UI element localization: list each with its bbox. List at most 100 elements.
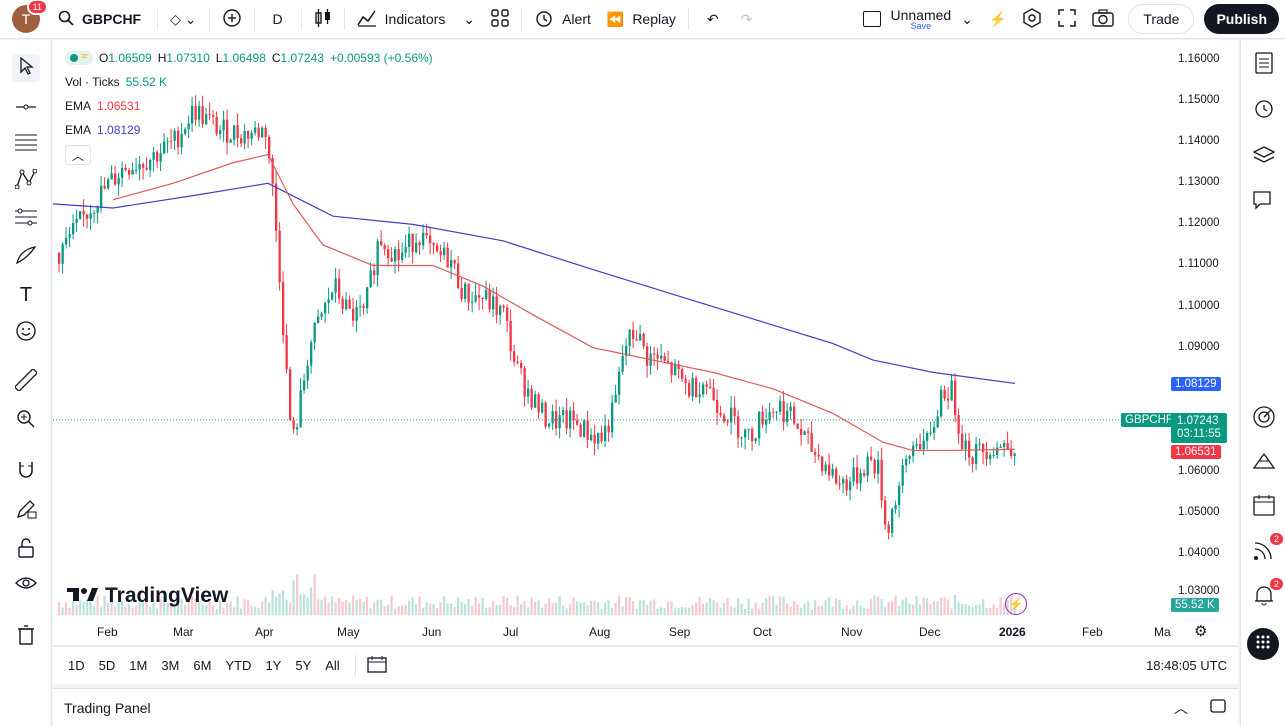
trade-button[interactable]: Trade	[1128, 4, 1195, 34]
candle-body	[506, 307, 509, 321]
favorites-button[interactable]: ◇ ⌄	[162, 0, 204, 39]
volume-bar	[114, 606, 117, 615]
publish-button[interactable]: Publish	[1204, 4, 1279, 34]
ema-fast-value: 1.06531	[97, 99, 141, 113]
layout-select[interactable]: Unnamed Save ⌄	[855, 0, 981, 39]
flash-icon[interactable]: ⚡	[1005, 593, 1027, 615]
ideas-stream-button[interactable]	[1249, 448, 1279, 478]
range-button-1m[interactable]: 1M	[129, 658, 148, 673]
range-button-1y[interactable]: 1Y	[265, 658, 282, 673]
date-range-button[interactable]	[360, 655, 394, 676]
volume-bar	[898, 605, 901, 615]
streams-button[interactable]: 2	[1249, 533, 1283, 567]
volume-bar	[565, 608, 568, 615]
trading-panel-tab[interactable]: Trading Panel	[64, 699, 151, 716]
alert-button[interactable]: Alert	[526, 0, 599, 39]
range-button-1d[interactable]: 1D	[68, 658, 85, 673]
range-button-all[interactable]: All	[325, 658, 340, 673]
tradingview-watermark[interactable]: TradingView	[67, 584, 228, 608]
candle-body	[61, 244, 64, 264]
candle-body	[121, 167, 124, 178]
candle-body	[390, 258, 393, 262]
range-button-3m[interactable]: 3M	[161, 658, 180, 673]
compare-button[interactable]	[214, 0, 250, 39]
pattern-tool[interactable]	[12, 167, 40, 195]
candle-body	[138, 164, 141, 170]
price-chart-canvas[interactable]	[53, 40, 1238, 645]
candle-body	[446, 247, 449, 268]
object-tree-button[interactable]	[1249, 142, 1279, 172]
stay-drawing-tool[interactable]	[12, 497, 40, 525]
volume-bar	[236, 596, 239, 615]
alerts-panel-button[interactable]	[1249, 95, 1279, 125]
chart-type-button[interactable]	[306, 0, 340, 39]
lock-drawings-tool[interactable]	[12, 536, 40, 564]
settings-button[interactable]	[1014, 0, 1050, 39]
emoji-tool[interactable]	[12, 319, 40, 347]
volume-bar	[352, 595, 355, 615]
volume-legend[interactable]: Vol · Ticks 55.52 K	[65, 75, 167, 89]
chart-pane[interactable]: ≈ O1.06509 H1.07310 L1.06498 C1.07243 +0…	[53, 40, 1238, 645]
zoom-tool[interactable]	[12, 407, 40, 435]
range-button-5d[interactable]: 5D	[98, 658, 116, 673]
candle-body	[492, 296, 495, 310]
maximize-icon[interactable]	[1210, 699, 1226, 716]
axis-settings-icon[interactable]: ⚙	[1194, 623, 1208, 640]
remove-drawings-tool[interactable]	[12, 623, 40, 651]
quick-search-button[interactable]: ⚡	[981, 0, 1014, 39]
range-button-5y[interactable]: 5Y	[295, 658, 312, 673]
watchlist-button[interactable]	[1249, 50, 1279, 80]
utc-clock[interactable]: 18:48:05 UTC	[1146, 658, 1227, 673]
fullscreen-button[interactable]	[1050, 0, 1084, 39]
candle-body	[726, 421, 729, 423]
brush-tool[interactable]	[12, 243, 40, 271]
magnet-tool[interactable]	[12, 458, 40, 486]
ohlc-high: H1.07310	[157, 51, 210, 65]
time-axis-label: Jun	[422, 625, 442, 639]
interval-button[interactable]: D	[259, 0, 297, 39]
ruler-tool[interactable]	[12, 367, 40, 396]
replay-button[interactable]: ⏪ Replay	[599, 0, 684, 39]
ema-slow-legend[interactable]: EMA 1.08129	[65, 123, 140, 137]
redo-button[interactable]: ↷	[733, 0, 761, 39]
volume-bar	[306, 597, 309, 615]
candle-body	[821, 456, 824, 472]
volume-bar	[278, 593, 281, 615]
volume-bar	[950, 608, 953, 615]
collapse-legend-button[interactable]: ︿	[65, 145, 91, 165]
dots-grid-icon	[1255, 634, 1271, 655]
symbol-search[interactable]: GBPCHF	[46, 10, 153, 29]
candle-body	[761, 411, 764, 425]
notification-badge: 11	[26, 0, 48, 15]
chevron-up-icon[interactable]: ︿	[1174, 699, 1188, 716]
projection-tool[interactable]	[12, 205, 40, 233]
user-avatar[interactable]: T 11	[12, 0, 48, 33]
cursor-tool[interactable]	[12, 54, 40, 82]
candle-body	[786, 410, 789, 423]
ema-fast-legend[interactable]: EMA 1.06531	[65, 99, 140, 113]
range-button-6m[interactable]: 6M	[193, 658, 212, 673]
candle-body	[527, 388, 530, 397]
volume-bar	[478, 603, 481, 615]
trendline-tool[interactable]	[12, 92, 40, 120]
hide-drawings-tool[interactable]	[12, 571, 40, 599]
volume-bar	[254, 606, 257, 615]
candle-body	[128, 170, 131, 175]
calendar-button[interactable]	[1249, 492, 1279, 522]
candle-body	[642, 333, 645, 347]
candle-body	[982, 443, 985, 453]
layout-save-hint: Save	[910, 20, 932, 31]
text-tool[interactable]: T	[12, 281, 40, 309]
undo-button[interactable]: ↶	[693, 0, 733, 39]
indicators-button[interactable]: Indicators ⌄	[349, 0, 483, 39]
candle-body	[800, 428, 803, 435]
layouts-button[interactable]	[483, 0, 517, 39]
fib-tool[interactable]	[12, 130, 40, 158]
candle-body	[954, 380, 957, 416]
target-button[interactable]	[1249, 404, 1279, 434]
range-button-ytd[interactable]: YTD	[225, 658, 252, 673]
chats-button[interactable]	[1249, 188, 1279, 218]
notifications-button[interactable]: 2	[1249, 578, 1283, 612]
snapshot-button[interactable]	[1084, 0, 1122, 39]
apps-button[interactable]	[1247, 628, 1279, 660]
